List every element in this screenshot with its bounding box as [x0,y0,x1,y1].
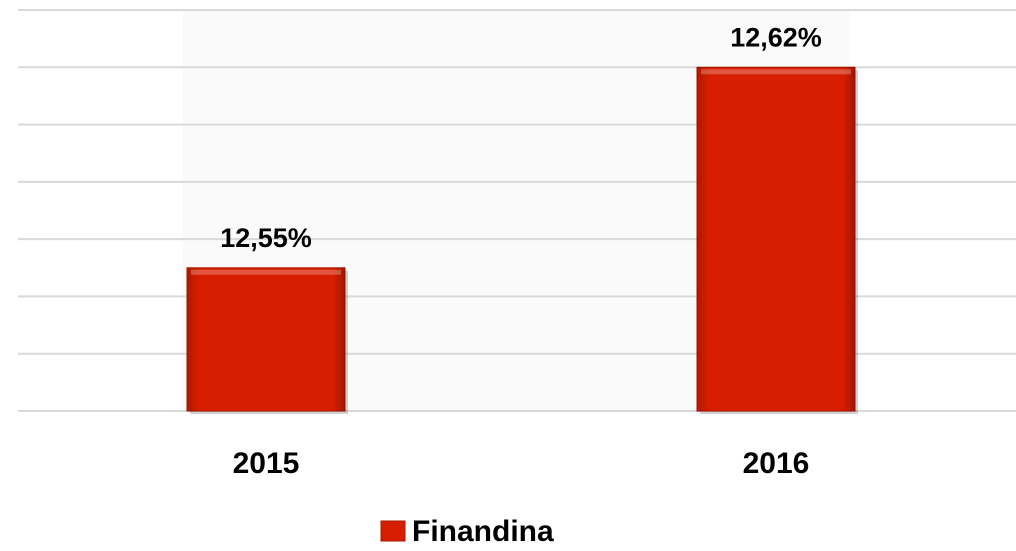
data-label: 12,62% [730,22,822,52]
data-label: 12,55% [220,223,312,253]
bar-highlight [701,69,851,75]
x-tick-label: 2015 [233,447,300,480]
legend-swatch [380,520,406,542]
legend-label: Finandina [412,515,554,548]
bar-bevel [187,267,345,411]
x-tick-label: 2016 [743,447,810,480]
bar-highlight [191,269,341,275]
bar-bevel [697,67,855,412]
